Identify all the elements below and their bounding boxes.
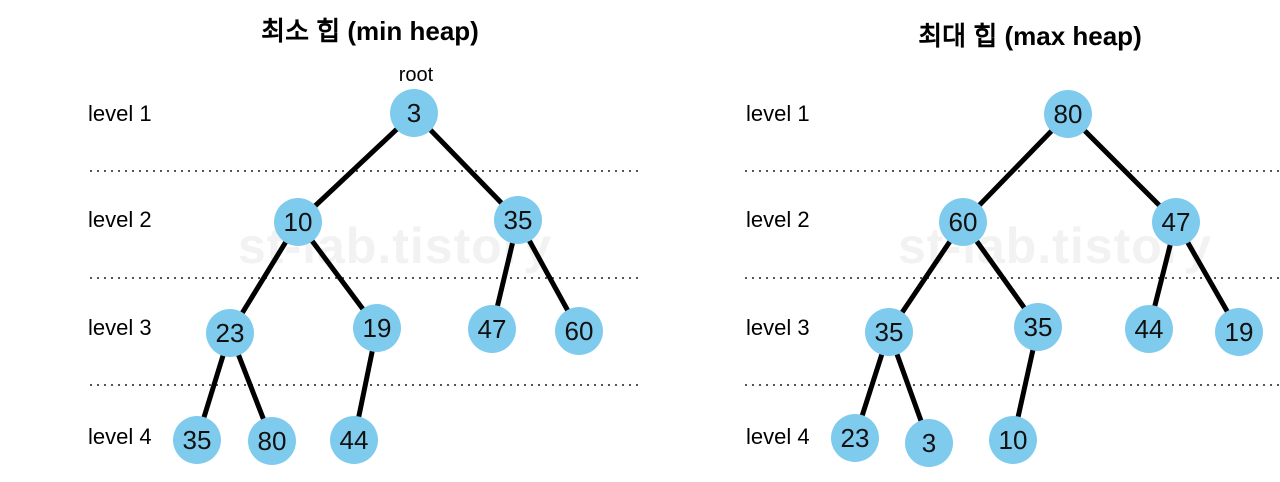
max-heap-title: 최대 힙 (max heap) xyxy=(918,21,1142,51)
tree-edge xyxy=(1065,111,1179,225)
max-heap-level-label-2: level 2 xyxy=(746,207,810,232)
max-heap-level-label-4: level 4 xyxy=(746,424,810,449)
min-heap-node-4: 19 xyxy=(353,304,401,352)
min-heap-node-9: 44 xyxy=(330,416,378,464)
min-heap-level-label-1: level 1 xyxy=(88,101,152,126)
tree-edge xyxy=(295,110,417,225)
min-heap-level-label-2: level 2 xyxy=(88,207,152,232)
max-heap-node-8: 3 xyxy=(905,419,953,467)
min-heap-node-0: 3 xyxy=(390,89,438,137)
max-heap-node-2: 47 xyxy=(1152,198,1200,246)
max-heap-node-6: 19 xyxy=(1215,308,1263,356)
max-heap-level-label-1: level 1 xyxy=(746,101,810,126)
min-heap-level-label-4: level 4 xyxy=(88,424,152,449)
max-heap-node-0: 80 xyxy=(1044,90,1092,138)
min-heap-title: 최소 힙 (min heap) xyxy=(261,16,479,46)
tree-edge xyxy=(960,111,1071,225)
max-heap-node-5: 44 xyxy=(1125,305,1173,353)
max-heap-node-3: 35 xyxy=(865,308,913,356)
min-heap-node-6: 60 xyxy=(555,307,603,355)
min-heap-node-7: 35 xyxy=(173,416,221,464)
min-heap-node-1: 10 xyxy=(274,198,322,246)
min-heap-node-3: 23 xyxy=(206,309,254,357)
root-label: root xyxy=(398,64,434,86)
max-heap-level-label-3: level 3 xyxy=(746,315,810,340)
min-heap-level-label-3: level 3 xyxy=(88,315,152,340)
max-heap-node-7: 23 xyxy=(831,414,879,462)
min-heap-node-8: 80 xyxy=(248,417,296,465)
min-heap-node-5: 47 xyxy=(468,305,516,353)
max-heap-node-4: 35 xyxy=(1014,303,1062,351)
min-heap-node-2: 35 xyxy=(494,196,542,244)
max-heap-node-9: 10 xyxy=(989,416,1037,464)
max-heap-node-1: 60 xyxy=(939,198,987,246)
